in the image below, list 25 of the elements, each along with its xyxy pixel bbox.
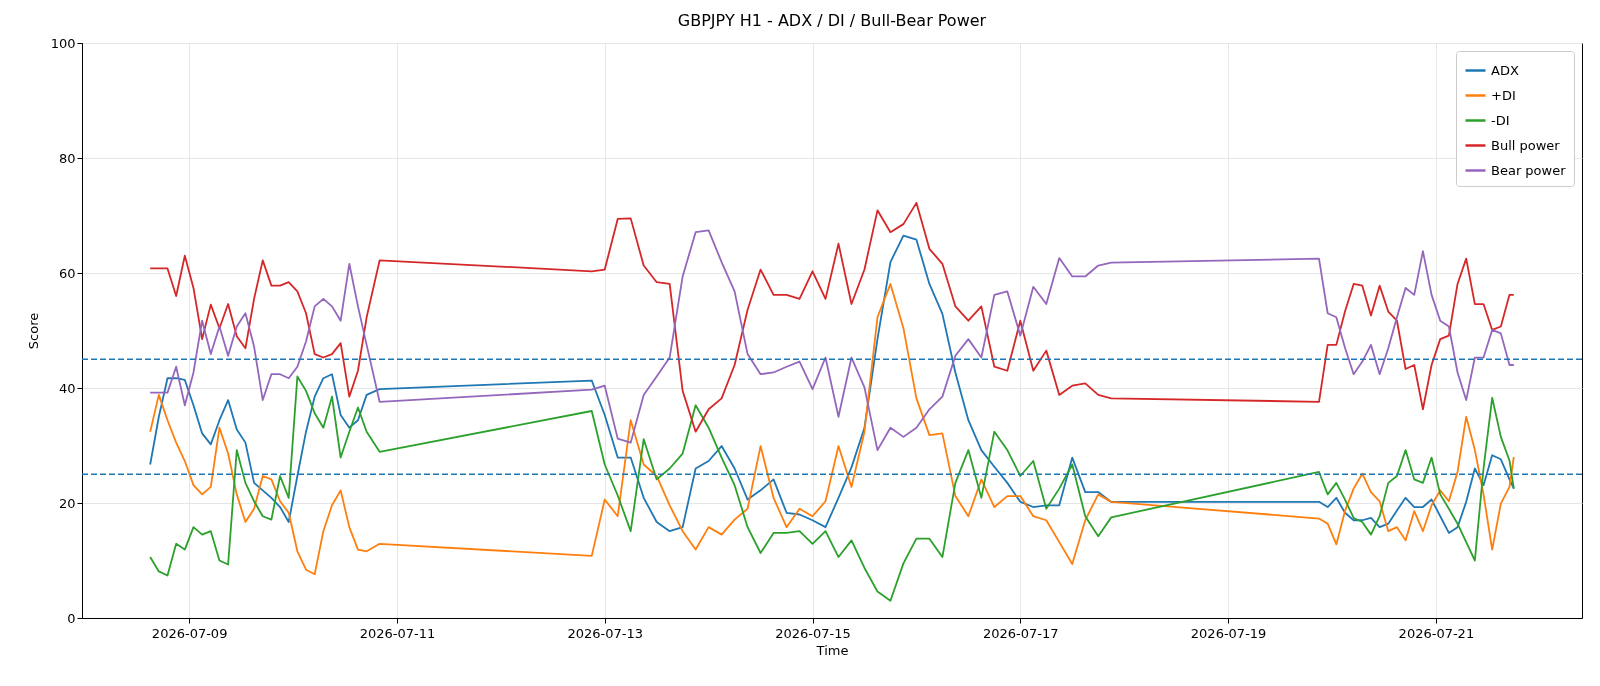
y-tick-label: 40 — [58, 380, 76, 396]
x-axis-title: Time — [815, 642, 849, 658]
legend-label: ADX — [1491, 62, 1519, 78]
y-tick-label: 20 — [58, 495, 76, 511]
x-tick-label: 2026-07-11 — [359, 625, 436, 641]
legend-label: -DI — [1491, 112, 1510, 128]
x-tick-label: 2026-07-09 — [151, 625, 228, 641]
line-series — [149, 229, 1515, 451]
line-series — [149, 375, 1515, 602]
legend-label: Bear power — [1491, 162, 1567, 178]
chart-title: GBPJPY H1 - ADX / DI / Bull-Bear Power — [677, 11, 987, 30]
y-tick-label: 60 — [58, 265, 76, 281]
y-tick-label: 100 — [50, 35, 76, 51]
line-series — [149, 201, 1515, 433]
y-axis-title: Score — [25, 312, 41, 350]
y-tick-label: 80 — [58, 150, 76, 166]
x-tick-label: 2026-07-15 — [775, 625, 851, 641]
legend-label: Bull power — [1491, 137, 1561, 153]
x-tick-label: 2026-07-19 — [1190, 625, 1267, 641]
legend-label: +DI — [1491, 87, 1516, 103]
x-tick-label: 2026-07-17 — [983, 625, 1059, 641]
y-tick-label: 0 — [67, 610, 76, 626]
line-series — [149, 283, 1515, 576]
x-tick-label: 2026-07-21 — [1398, 625, 1475, 641]
x-tick-label: 2026-07-13 — [567, 625, 644, 641]
